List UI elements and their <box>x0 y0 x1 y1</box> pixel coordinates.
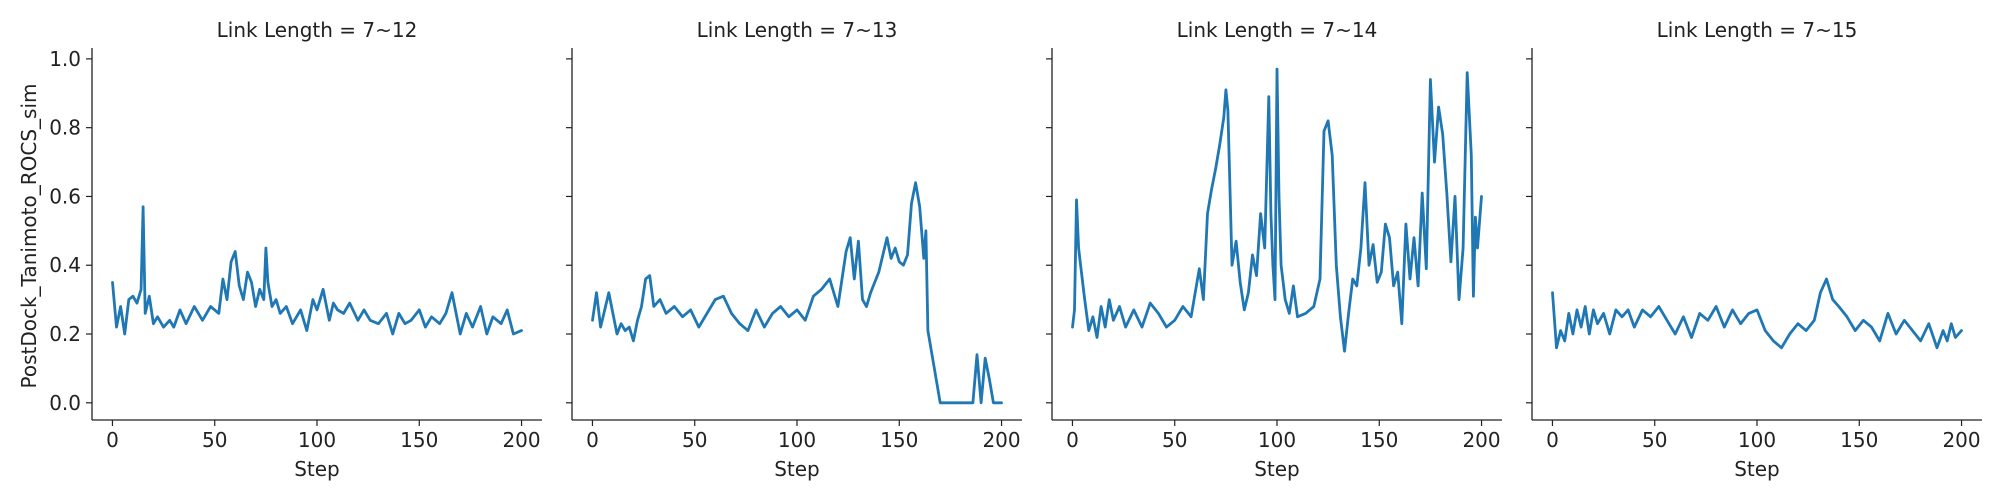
x-axis-label: Step <box>774 457 820 481</box>
facet-panel-1: Link Length = 7~12 0.0 0.2 0.4 0.6 0.8 1.0 0 50 1… <box>49 18 542 481</box>
x-axis-label: Step <box>1734 457 1780 481</box>
x-tick-label: 200 <box>502 428 540 452</box>
facet-panel-3: Link Length = 7~14 0 50 100 150 200 Step <box>1046 18 1502 481</box>
panel-title: Link Length = 7~12 <box>217 18 418 42</box>
x-tick-label: 200 <box>1942 428 1980 452</box>
x-tick-label: 50 <box>682 428 707 452</box>
facet-panel-4: Link Length = 7~15 0 50 100 150 200 Step <box>1526 18 1982 481</box>
x-tick-label: 0 <box>1546 428 1559 452</box>
x-tick-label: 150 <box>1840 428 1878 452</box>
x-tick-label: 0 <box>586 428 599 452</box>
y-tick-label: 0.4 <box>49 253 81 277</box>
series-line <box>1071 67 1483 353</box>
x-tick-label: 100 <box>778 428 816 452</box>
x-tick-label: 150 <box>1360 428 1398 452</box>
y-tick-label: 0.2 <box>49 322 81 346</box>
panel-title: Link Length = 7~13 <box>697 18 898 42</box>
y-tick-label: 0.6 <box>49 184 81 208</box>
x-axis-label: Step <box>1254 457 1300 481</box>
y-tick-label: 1.0 <box>49 47 81 71</box>
x-tick-label: 100 <box>1258 428 1296 452</box>
panel-title: Link Length = 7~15 <box>1657 18 1858 42</box>
x-tick-label: 150 <box>880 428 918 452</box>
x-tick-label: 100 <box>298 428 336 452</box>
x-tick-label: 100 <box>1738 428 1776 452</box>
x-tick-label: 200 <box>982 428 1020 452</box>
series-line <box>111 205 523 336</box>
x-tick-label: 50 <box>1642 428 1667 452</box>
x-tick-label: 150 <box>400 428 438 452</box>
panel-title: Link Length = 7~14 <box>1177 18 1378 42</box>
y-axis-label: PostDock_Tanimoto_ROCS_sim <box>17 83 41 388</box>
x-tick-label: 0 <box>106 428 119 452</box>
series-line <box>591 181 1003 405</box>
y-tick-label: 0.8 <box>49 116 81 140</box>
x-axis-label: Step <box>294 457 340 481</box>
x-tick-label: 50 <box>1162 428 1187 452</box>
series-line <box>1551 277 1963 350</box>
facet-panel-2: Link Length = 7~13 0 50 100 150 200 Step <box>566 18 1022 481</box>
x-tick-label: 0 <box>1066 428 1079 452</box>
x-tick-label: 200 <box>1462 428 1500 452</box>
y-tick-label: 0.0 <box>49 391 81 415</box>
x-tick-label: 50 <box>202 428 227 452</box>
